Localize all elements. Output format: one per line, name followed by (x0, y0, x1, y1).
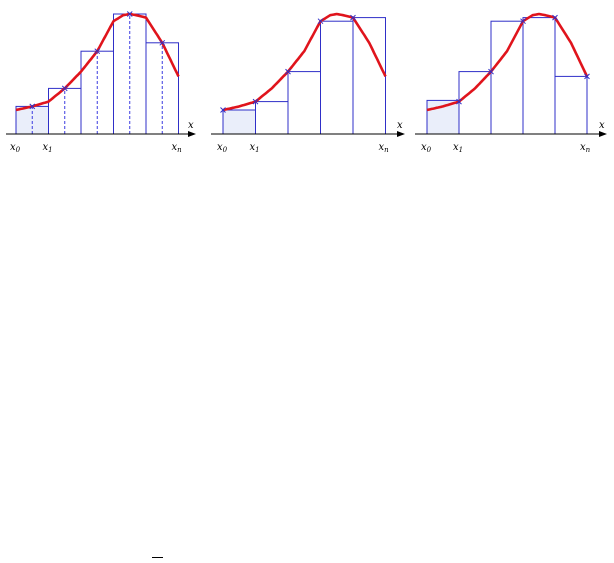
panel-midpoint: x x0 x1 xn (6, 11, 196, 154)
tick-label-xn: xn (580, 142, 591, 154)
panel-left-endpoint: x x0 x1 xn (211, 12, 405, 154)
riemann-rectangle (490, 20, 524, 135)
sample-point-marker (61, 85, 68, 92)
axis-label: x (599, 120, 605, 131)
axis-label: x (397, 120, 403, 131)
tick-label-x0: x0 (10, 142, 21, 154)
riemann-rectangle (458, 71, 492, 135)
riemann-rectangle (287, 71, 321, 135)
axis-label: x (188, 120, 194, 131)
sample-point-marker (252, 98, 259, 105)
sample-point-marker (552, 14, 558, 21)
overline-mark (152, 557, 163, 558)
tick-label-x1: x1 (250, 142, 260, 154)
sample-point-marker (350, 14, 356, 21)
shaded-strip (223, 110, 256, 134)
sample-point-marker (159, 39, 166, 46)
panel-right-endpoint: x x0 x1 xn (415, 12, 607, 154)
tick-label-x0: x0 (421, 142, 432, 154)
riemann-rectangle (522, 17, 556, 135)
tick-label-xn: xn (172, 142, 183, 154)
riemann-rectangle (352, 17, 386, 135)
sample-point-marker (584, 73, 590, 80)
function-curve (222, 12, 387, 112)
tick-label-x1: x1 (453, 142, 463, 154)
sample-point-marker (520, 18, 526, 25)
sample-point-marker (126, 11, 133, 17)
tick-label-x1: x1 (43, 142, 53, 154)
sample-point-marker (317, 18, 324, 25)
riemann-rectangle (320, 20, 354, 135)
shaded-strip (16, 106, 49, 134)
sample-point-marker (29, 103, 36, 110)
riemann-rectangle (255, 101, 289, 135)
tick-label-xn: xn (379, 142, 390, 154)
x-axis-arrow (188, 131, 196, 137)
sample-point-marker (94, 48, 101, 55)
function-curve (426, 12, 589, 112)
sample-point-marker (285, 68, 291, 75)
sample-point-marker (488, 68, 494, 75)
x-axis-arrow (397, 131, 405, 137)
sample-point-marker (220, 107, 226, 113)
tick-label-x0: x0 (217, 142, 228, 154)
x-axis-arrow (599, 131, 607, 137)
sample-point-marker (456, 98, 462, 105)
riemann-rectangle (554, 75, 588, 135)
